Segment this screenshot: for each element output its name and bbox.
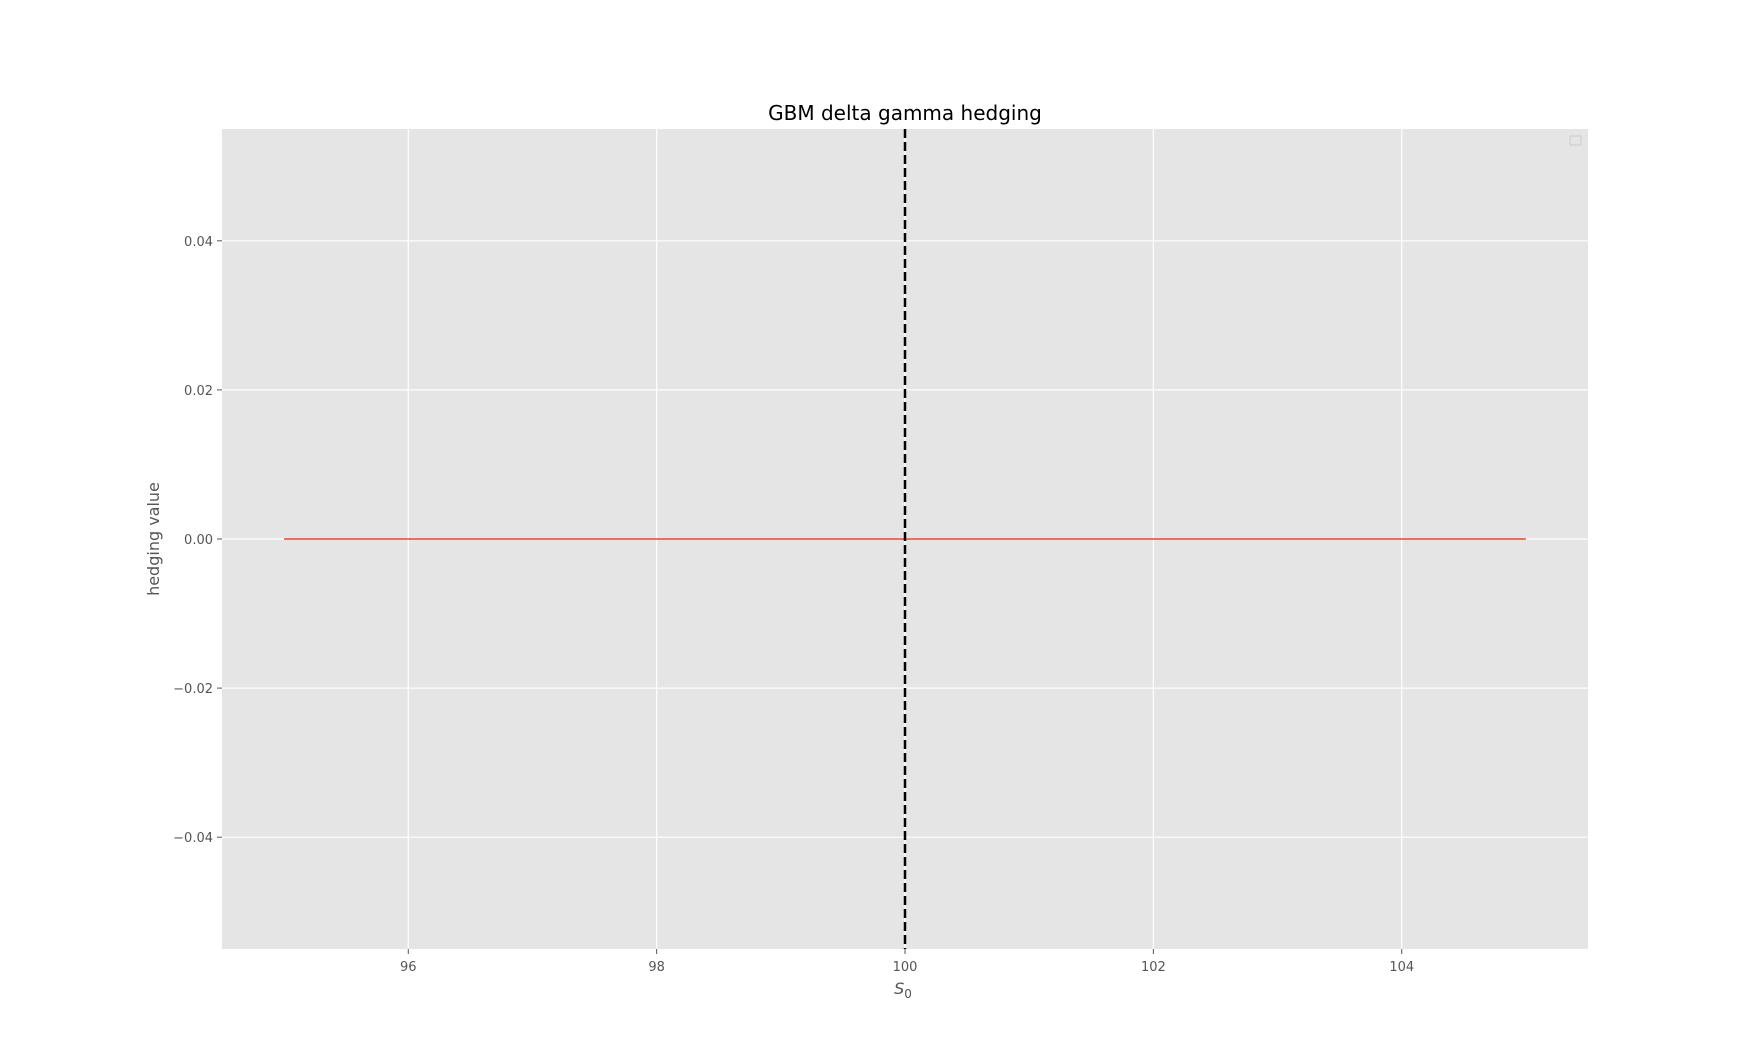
y-axis-ticks: −0.04 −0.02 0.00 0.02 0.04 [173,235,222,846]
legend-box [1569,135,1582,146]
x-axis-label: S0 [894,979,912,1001]
x-tick-label: 96 [400,960,417,975]
y-axis-label: hedging value [144,482,163,596]
x-tick-label: 102 [1141,960,1166,975]
y-tick-label: −0.02 [173,682,213,697]
chart-title: GBM delta gamma hedging [768,101,1042,125]
x-axis-label-main: S [894,979,904,998]
x-axis-ticks: 96 98 100 102 104 [400,949,1414,975]
y-tick-label: 0.02 [184,384,213,399]
y-tick-label: −0.04 [173,831,213,846]
x-axis-label-subscript: 0 [904,987,912,1001]
x-tick-label: 104 [1389,960,1414,975]
x-tick-label: 100 [893,960,918,975]
x-tick-label: 98 [648,960,665,975]
y-tick-label: 0.00 [184,533,213,548]
y-tick-label: 0.04 [184,235,213,250]
